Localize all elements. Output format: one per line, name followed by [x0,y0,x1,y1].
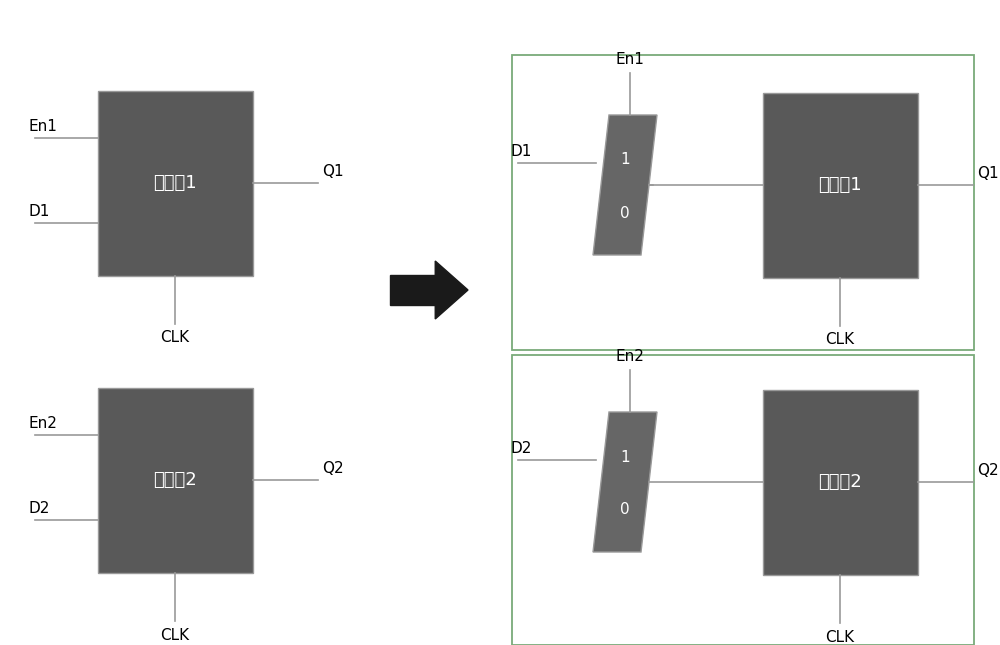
Text: CLK: CLK [825,630,855,644]
Bar [98,388,252,573]
Text: 0: 0 [620,206,630,221]
Text: Q1: Q1 [322,164,344,179]
Text: CLK: CLK [160,330,190,346]
Text: 0: 0 [620,502,630,517]
Bar [390,275,435,305]
Bar [763,390,918,575]
Text: Q1: Q1 [978,166,999,181]
Text: Q2: Q2 [978,463,999,478]
Bar [512,55,974,350]
Text: 寄存劄2: 寄存劄2 [153,471,197,489]
Polygon shape [593,412,657,552]
Text: En1: En1 [28,119,57,134]
Text: 寄存劄2: 寄存劄2 [818,473,862,491]
Bar [763,92,918,277]
Text: CLK: CLK [825,333,855,348]
Text: En2: En2 [28,416,57,431]
Text: Q2: Q2 [322,461,344,476]
Text: En2: En2 [616,349,644,364]
Bar [512,355,974,645]
Text: 寄存劄1: 寄存劄1 [818,176,862,194]
Text: CLK: CLK [160,628,190,642]
Text: 1: 1 [620,450,630,464]
Text: D1: D1 [28,204,49,219]
Text: D1: D1 [510,144,531,159]
Bar [98,90,252,275]
Polygon shape [435,261,468,319]
Text: D2: D2 [510,441,531,456]
Polygon shape [593,115,657,255]
Text: En1: En1 [616,52,644,67]
Text: D2: D2 [28,501,49,516]
Text: 1: 1 [620,152,630,168]
Text: 寄存劄1: 寄存劄1 [153,174,197,192]
